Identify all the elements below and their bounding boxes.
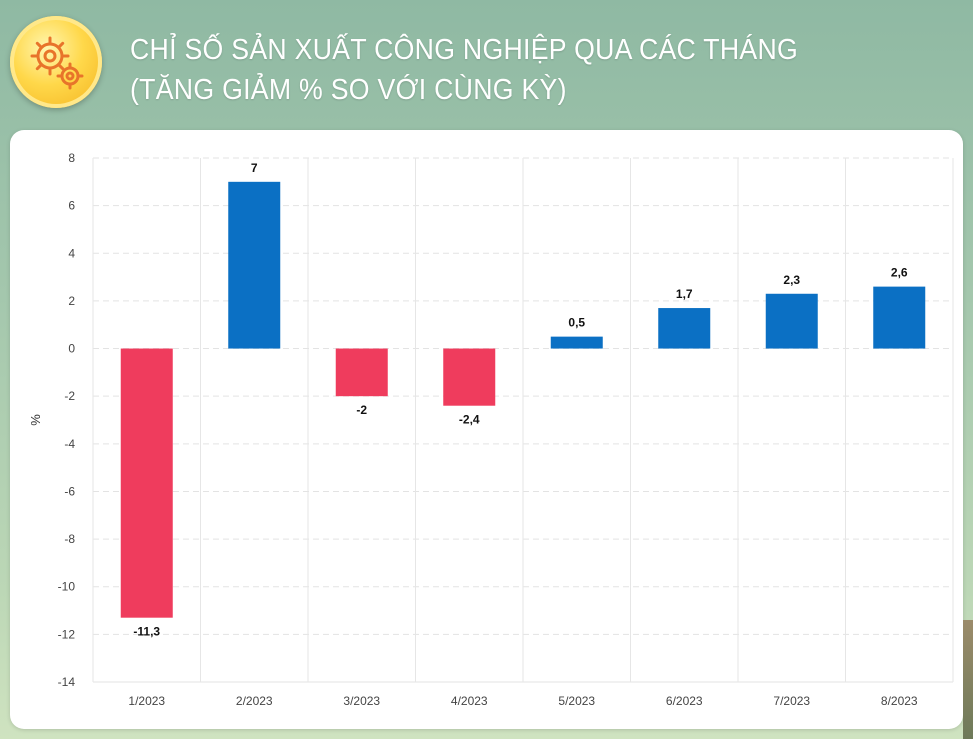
data-label: -2,4 [459, 413, 480, 427]
y-tick-label: -10 [58, 580, 76, 594]
data-label: 1,7 [676, 287, 693, 301]
bar-5/2023 [550, 336, 603, 349]
chart-card: 8 6 4 2 0 -2 -4 -6 -8 -10 -12 -14 -11,3 7 -2 -2,4 0,5 1,… [10, 130, 963, 729]
y-tick-label: 2 [68, 294, 75, 308]
data-label: 7 [251, 161, 258, 175]
y-tick-label: 8 [68, 151, 75, 165]
x-tick-label: 2/2023 [236, 694, 273, 708]
header: CHỈ SỐ SẢN XUẤT CÔNG NGHIỆP QUA CÁC THÁN… [0, 0, 973, 130]
x-tick-label: 8/2023 [881, 694, 918, 708]
x-tick-label: 7/2023 [773, 694, 810, 708]
data-label: 0,5 [568, 316, 585, 330]
x-tick-label: 3/2023 [343, 694, 380, 708]
bar-1/2023 [120, 348, 173, 618]
data-label: -11,3 [133, 625, 160, 639]
logo [10, 16, 102, 108]
y-tick-label: -14 [58, 675, 76, 689]
y-tick-label: -8 [64, 532, 75, 546]
grid [92, 157, 954, 683]
y-tick-label: -2 [64, 389, 75, 403]
y-tick-label: -12 [58, 627, 76, 641]
y-axis-label: % [28, 414, 43, 426]
bar-chart: 8 6 4 2 0 -2 -4 -6 -8 -10 -12 -14 -11,3 7 -2 -2,4 0,5 1,… [28, 151, 954, 708]
y-tick-label: -6 [64, 484, 75, 498]
x-tick-label: 5/2023 [558, 694, 595, 708]
page-title: CHỈ SỐ SẢN XUẤT CÔNG NGHIỆP QUA CÁC THÁN… [130, 34, 799, 106]
bar-2/2023 [228, 181, 281, 349]
y-tick-label: -4 [64, 437, 75, 451]
gears-icon [30, 36, 84, 90]
y-tick-label: 4 [68, 246, 75, 260]
data-label: 2,3 [783, 273, 800, 287]
y-axis-ticks: 8 6 4 2 0 -2 -4 -6 -8 -10 -12 -14 [58, 151, 76, 689]
bar-3/2023 [335, 348, 388, 397]
background-decoration [963, 620, 973, 739]
x-tick-label: 4/2023 [451, 694, 488, 708]
x-axis-ticks: 1/2023 2/2023 3/2023 4/2023 5/2023 6/2023 7/20… [128, 694, 918, 708]
bar-4/2023 [443, 348, 496, 406]
x-tick-label: 6/2023 [666, 694, 703, 708]
bar-6/2023 [658, 308, 711, 349]
y-tick-label: 0 [68, 342, 75, 356]
bars [120, 181, 926, 618]
y-tick-label: 6 [68, 199, 75, 213]
x-tick-label: 1/2023 [128, 694, 165, 708]
bar-8/2023 [873, 286, 926, 349]
bar-7/2023 [765, 293, 818, 349]
data-labels: -11,3 7 -2 -2,4 0,5 1,7 2,3 2,6 [133, 161, 908, 639]
data-label: -2 [356, 403, 367, 417]
data-label: 2,6 [891, 266, 908, 280]
